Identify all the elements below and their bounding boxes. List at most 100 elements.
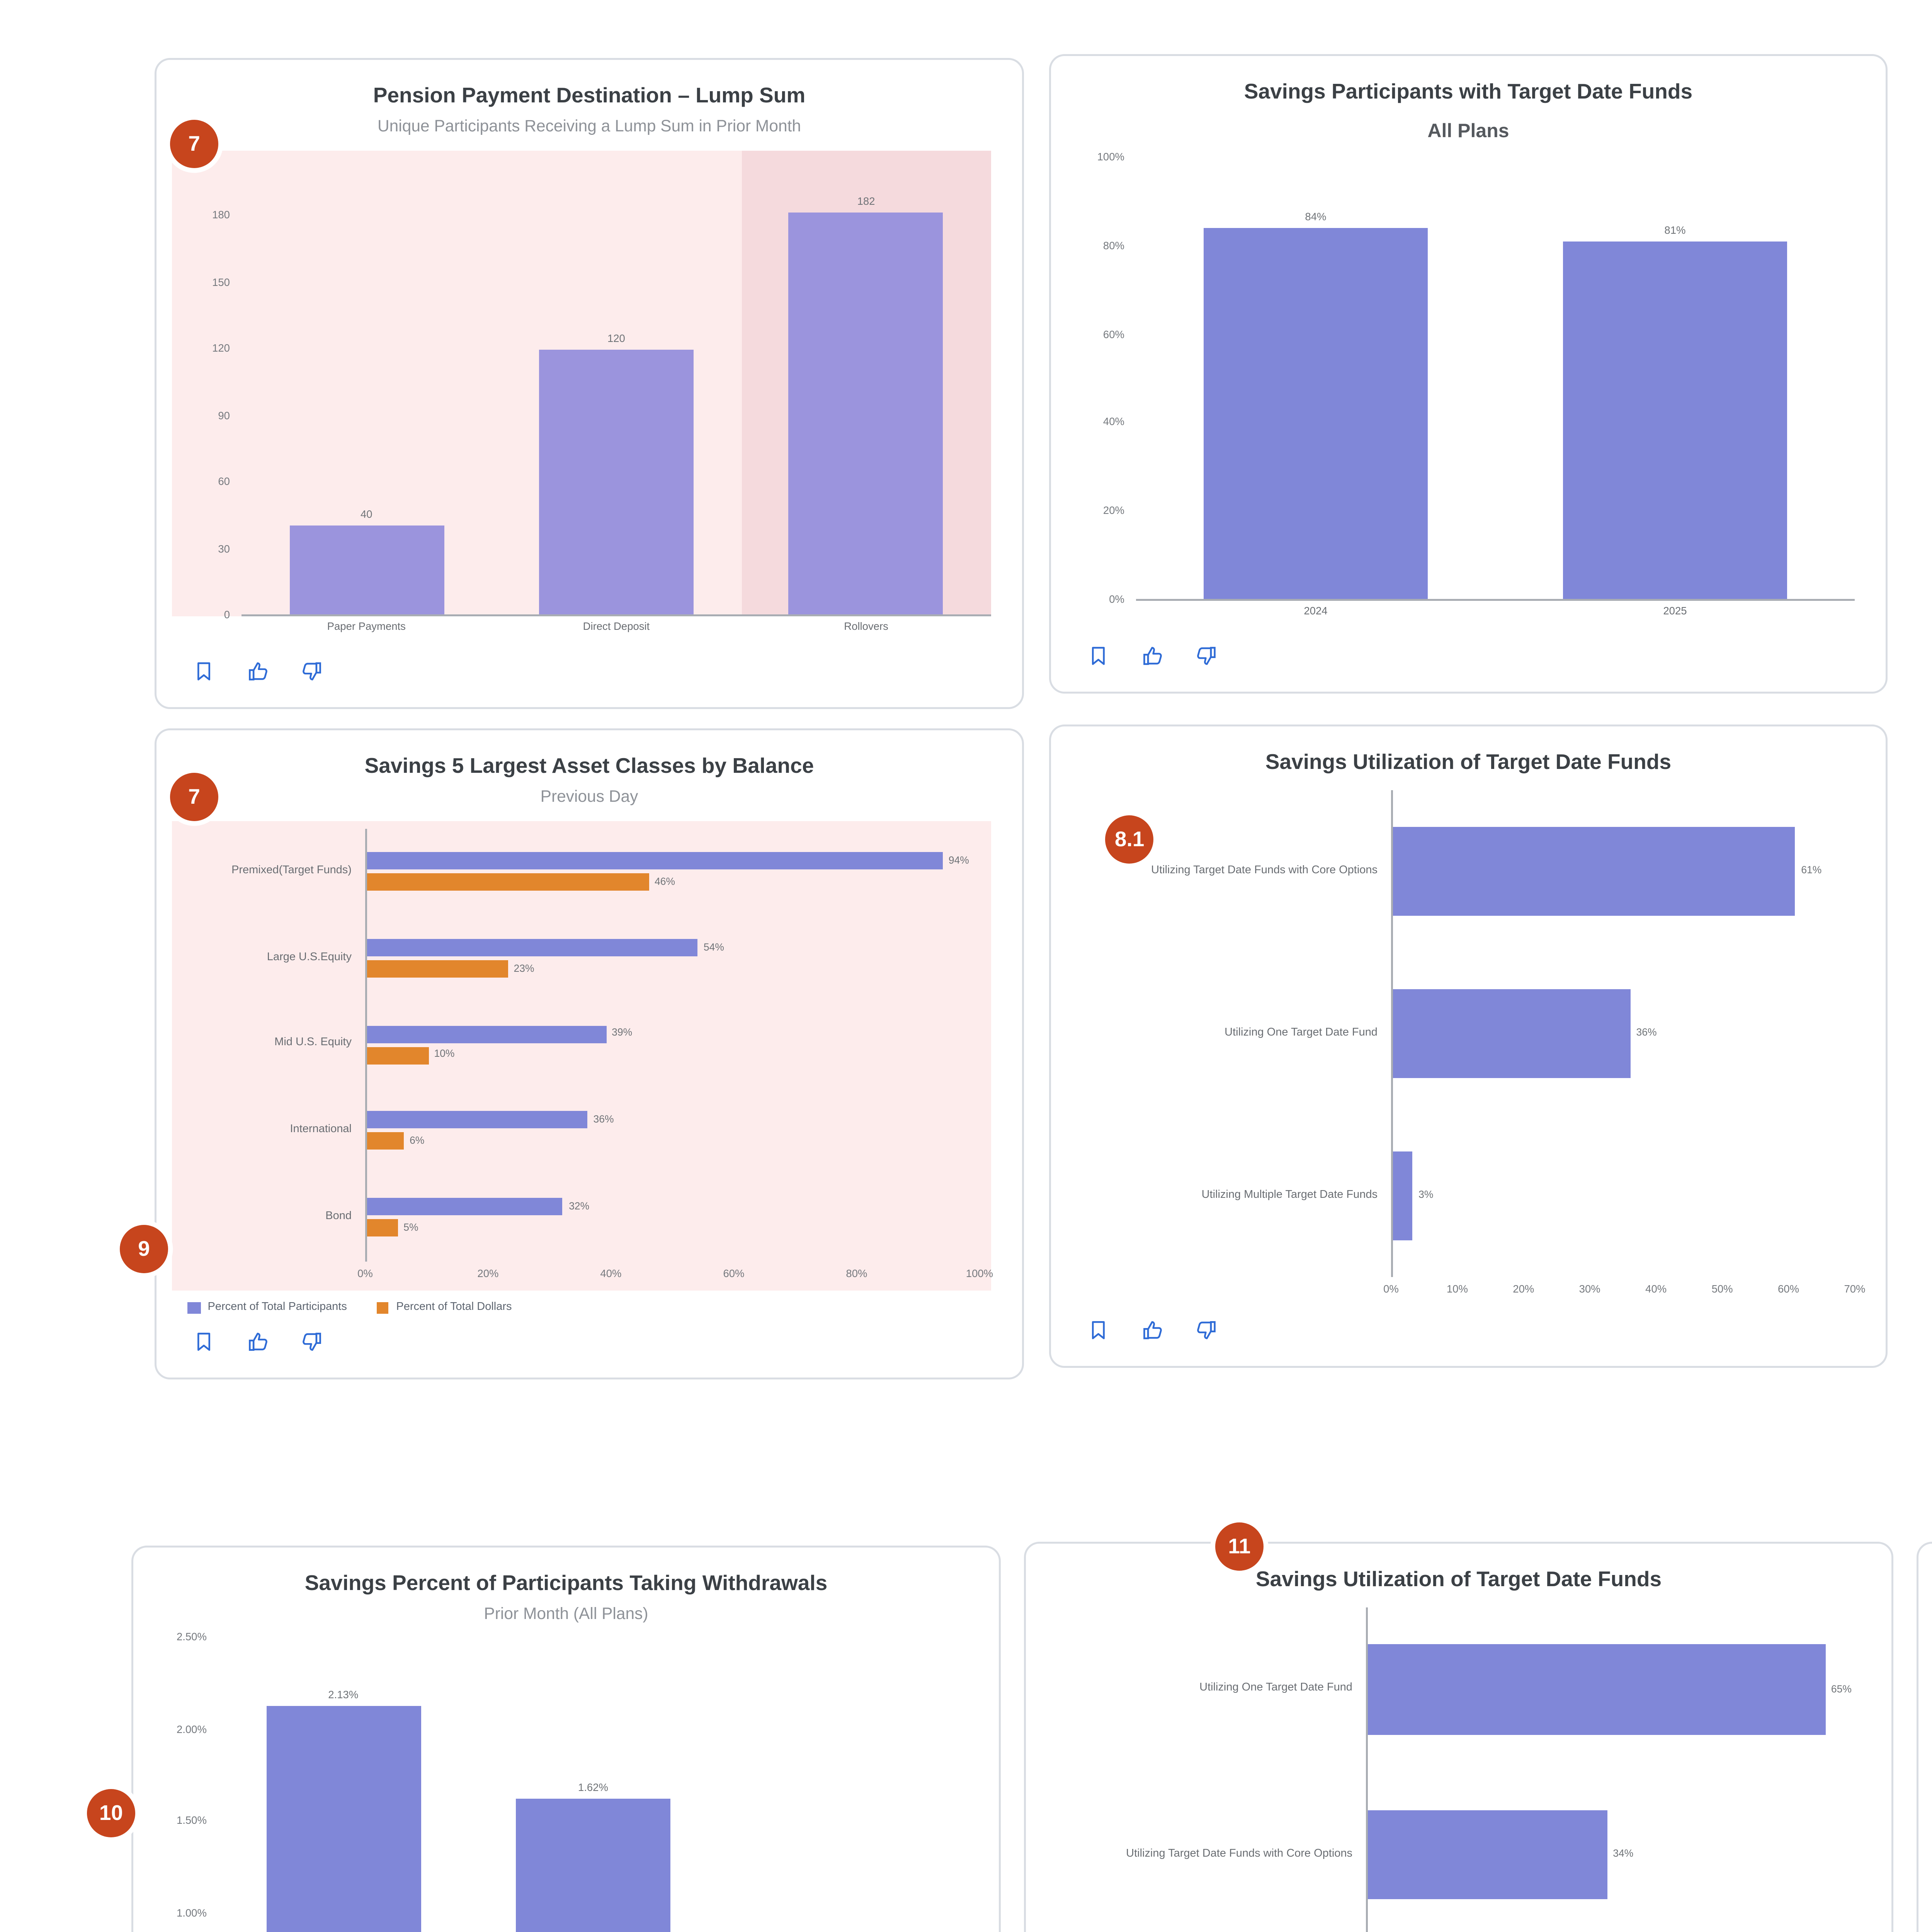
thumbs-up-icon[interactable]: [1140, 1318, 1165, 1343]
y-tick-label: 150: [212, 278, 230, 290]
bar[interactable]: [789, 213, 944, 614]
x-axis: Paper Payments Direct Deposit Rollovers: [242, 616, 991, 647]
bar[interactable]: [367, 852, 943, 870]
bar[interactable]: [1393, 827, 1796, 916]
y-tick-label: 0: [224, 611, 230, 622]
y-tick-label: 1.00%: [176, 1908, 207, 1920]
x-tick-label: 40%: [1645, 1285, 1667, 1296]
legend-item[interactable]: Percent of Total Participants: [187, 1301, 347, 1314]
y-tick-label: 2.50%: [176, 1633, 207, 1644]
thumbs-down-icon[interactable]: [299, 659, 325, 684]
legend-label: Percent of Total Dollars: [396, 1301, 512, 1313]
plot-area: 40 120 182: [242, 151, 991, 616]
bar-row: 34%: [1368, 1772, 1861, 1932]
legend-swatch: [187, 1301, 200, 1314]
card-subtitle: Prior Month (All Plans): [484, 1604, 648, 1623]
y-axis: 0.00%0.50%1.00%1.50%2.00%2.50%: [149, 1633, 218, 1932]
card-tdf-utilization-1: Savings Utilization of Target Date Funds…: [1049, 724, 1888, 1368]
bar[interactable]: [367, 1198, 563, 1216]
thumbs-up-icon[interactable]: [245, 659, 270, 684]
bar[interactable]: [539, 349, 694, 614]
thumbs-up-icon[interactable]: [245, 1329, 270, 1354]
bar[interactable]: [367, 874, 649, 891]
bookmark-icon[interactable]: [191, 1329, 216, 1354]
tdf-utilization-hbar-chart: Utilizing Target Date Funds with Core Op…: [1066, 790, 1866, 1306]
bar[interactable]: [367, 1025, 606, 1043]
card-subtitle: Unique Participants Receiving a Lump Sum…: [377, 116, 801, 135]
bookmark-icon[interactable]: [191, 659, 216, 684]
bar[interactable]: [1204, 229, 1427, 599]
card-actions: [1086, 1318, 1886, 1343]
thumbs-down-icon[interactable]: [299, 1329, 325, 1354]
y-tick-label: 100%: [1097, 153, 1124, 164]
bar-value-label: 81%: [1664, 226, 1686, 238]
bar[interactable]: [367, 1133, 404, 1151]
y-tick-label: 0%: [1109, 595, 1124, 607]
bar[interactable]: [367, 1046, 429, 1064]
bar[interactable]: [367, 1219, 398, 1237]
plot-area: 84% 81%: [1136, 158, 1855, 601]
bar-row: 36%: [1393, 952, 1855, 1115]
plot-area: 61% 36% 3%: [1391, 790, 1855, 1277]
card-title: Savings 5 Largest Asset Classes by Balan…: [364, 755, 814, 779]
x-category-label: Rollovers: [844, 622, 888, 634]
bar-slot: 2.13%: [218, 1638, 468, 1932]
plot-area: 2.13% 1.62% 0.70%: [218, 1638, 968, 1932]
y-tick-label: 20%: [1103, 507, 1124, 519]
bar-slot: 84%: [1136, 158, 1495, 599]
x-tick-label: 70%: [1844, 1285, 1866, 1296]
category-label: Mid U.S. Equity: [274, 1038, 352, 1050]
bar[interactable]: [367, 1112, 588, 1129]
bar[interactable]: [289, 526, 444, 614]
legend-item[interactable]: Percent of Total Dollars: [376, 1301, 512, 1314]
bar[interactable]: [367, 960, 508, 978]
bar-row: 32% 5%: [367, 1174, 980, 1261]
category-label: Utilizing One Target Date Fund: [1199, 1683, 1352, 1695]
bar[interactable]: [265, 1706, 421, 1932]
bar[interactable]: [515, 1799, 671, 1932]
bar-value-label: 10%: [434, 1049, 455, 1061]
x-axis: 0% 20% 40% 60% 80% 100%: [357, 1261, 993, 1290]
category-label: Large U.S.Equity: [267, 951, 352, 963]
thumbs-down-icon[interactable]: [1194, 643, 1219, 668]
annotation-badge: 7: [170, 120, 218, 168]
category-label: Premixed(Target Funds): [231, 865, 352, 877]
bar[interactable]: [1563, 242, 1787, 599]
category-label: Bond: [325, 1211, 352, 1223]
x-tick-label: 80%: [846, 1268, 867, 1280]
y-tick-label: 90: [218, 411, 230, 423]
bar-slot: 40: [242, 151, 492, 614]
card-subtitle: All Plans: [1427, 122, 1509, 143]
bar-row: 3%: [1393, 1115, 1855, 1277]
bar[interactable]: [1393, 989, 1631, 1078]
plot-area: 65%34%2%: [1366, 1607, 1861, 1932]
category-label: Utilizing One Target Date Fund: [1225, 1027, 1378, 1039]
x-category-label: 2024: [1304, 607, 1328, 618]
thumbs-down-icon[interactable]: [1194, 1318, 1219, 1343]
bookmark-icon[interactable]: [1086, 1318, 1111, 1343]
bar-row: 36% 6%: [367, 1088, 980, 1175]
thumbs-up-icon[interactable]: [1140, 643, 1165, 668]
asset-classes-hbar-chart: Premixed(Target Funds) Large U.S.Equity Mi…: [172, 821, 993, 1318]
y-tick-label: 30: [218, 544, 230, 556]
lump-sum-bar-chart: 0 30 60 90 120 150 180 40 120 182 Paper Payments Di…: [172, 151, 991, 647]
bar-value-label: 46%: [655, 877, 675, 889]
x-category-label: Paper Payments: [327, 622, 406, 634]
legend-swatch: [376, 1301, 389, 1314]
bookmark-icon[interactable]: [1086, 643, 1111, 668]
bar[interactable]: [1393, 1151, 1413, 1241]
bar-value-label: 36%: [593, 1114, 614, 1126]
bar-value-label: 61%: [1801, 866, 1822, 877]
category-axis: Premixed(Target Funds) Large U.S.Equity Mi…: [172, 829, 365, 1261]
annotation-badge: 9: [120, 1225, 168, 1273]
x-tick-label: 0%: [1383, 1285, 1399, 1296]
bar[interactable]: [1368, 1809, 1607, 1900]
bar-slot: 81%: [1495, 158, 1855, 599]
card-participants-tdf: Savings Participants with Target Date Fu…: [1049, 54, 1888, 694]
plot-area: 94% 46% 54% 23% 39% 10% 36% 6% 32% 5%: [365, 829, 980, 1261]
bar[interactable]: [1368, 1645, 1825, 1735]
bar-slot: 120: [492, 151, 742, 614]
bar[interactable]: [367, 939, 698, 957]
card-actions: [191, 659, 1022, 684]
